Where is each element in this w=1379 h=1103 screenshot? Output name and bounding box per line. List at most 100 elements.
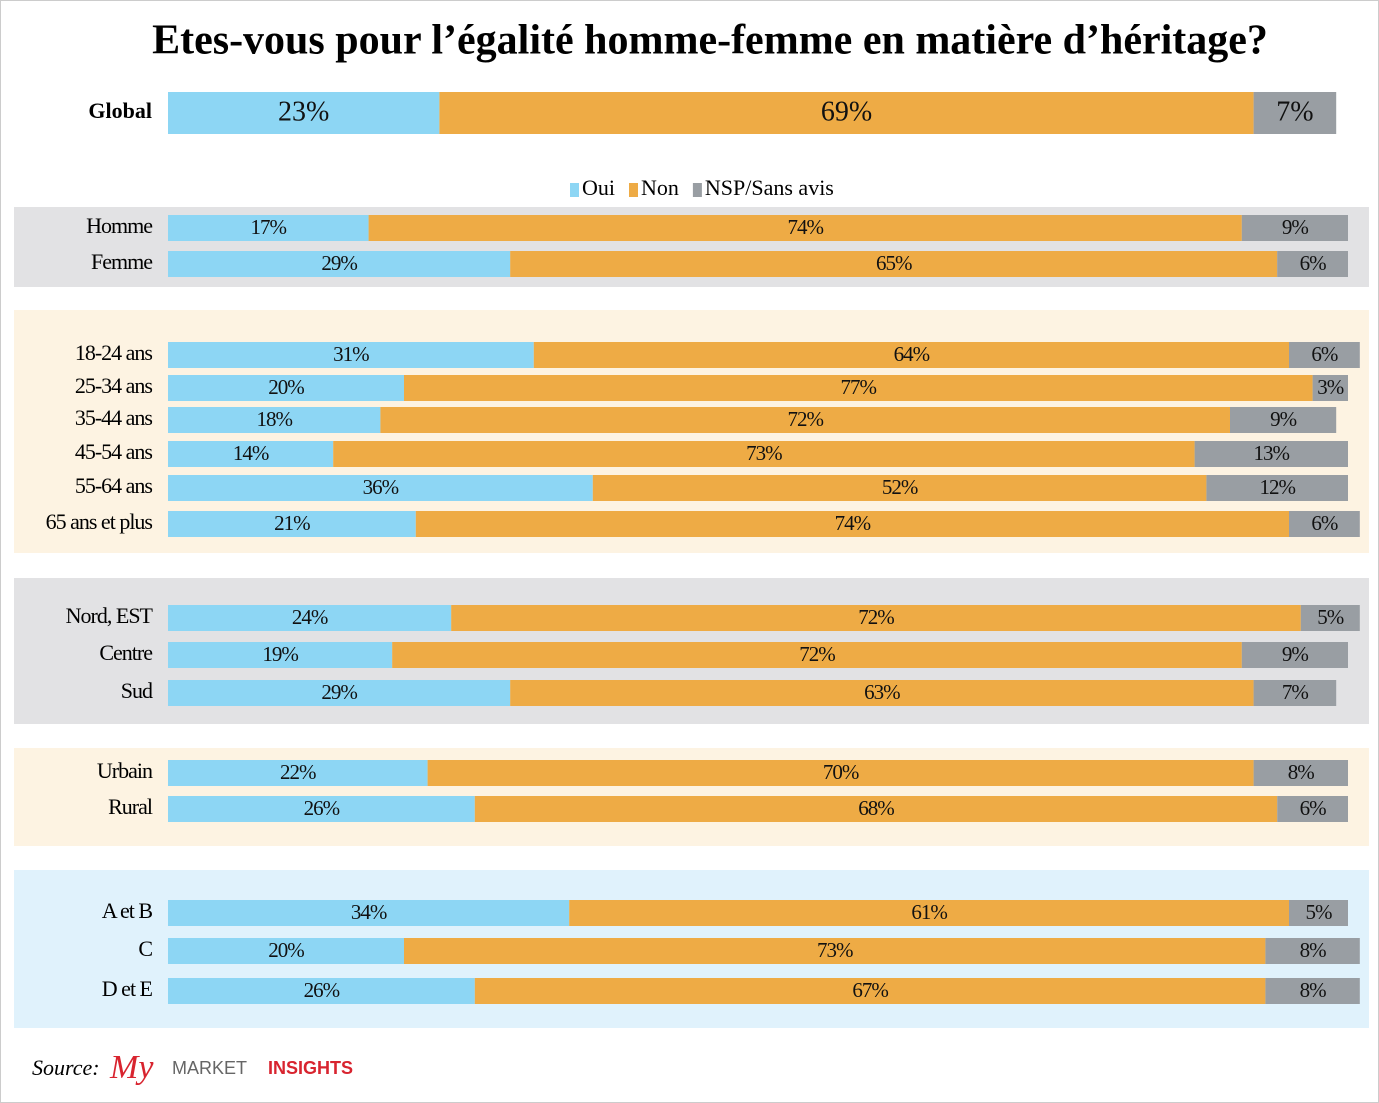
bar-segment <box>427 760 1254 786</box>
value-label: 14% <box>233 441 269 465</box>
bar-segment <box>380 407 1230 433</box>
bar-segment <box>592 475 1207 501</box>
value-label: 72% <box>858 605 894 629</box>
legend-swatch <box>692 183 702 197</box>
bar-segment <box>510 680 1254 706</box>
bar-segment <box>439 92 1254 134</box>
value-label: 5% <box>1306 900 1333 924</box>
value-label: 18% <box>256 407 292 431</box>
value-label: 29% <box>321 680 357 704</box>
bar-segment <box>1241 215 1348 241</box>
value-label: 9% <box>1282 642 1309 666</box>
value-label: 72% <box>799 642 835 666</box>
bar-segment <box>168 475 593 501</box>
bar-segment <box>1300 605 1360 631</box>
category-label: Centre <box>99 640 152 665</box>
category-label: Global <box>88 98 152 123</box>
bar-segment <box>1277 251 1348 277</box>
value-label: 6% <box>1300 251 1327 275</box>
value-label: 72% <box>787 407 823 431</box>
bar-segment <box>168 938 404 964</box>
category-label: C <box>138 936 152 961</box>
bar-segment <box>1312 375 1348 401</box>
category-label: 35-44 ans <box>75 405 153 430</box>
value-label: 77% <box>841 375 877 399</box>
value-label: 26% <box>304 796 340 820</box>
value-label: 63% <box>864 680 900 704</box>
bar-segment <box>168 760 428 786</box>
value-label: 74% <box>787 215 823 239</box>
value-label: 6% <box>1300 796 1327 820</box>
category-label: Homme <box>86 213 152 238</box>
value-label: 20% <box>268 938 304 962</box>
category-label: 55-64 ans <box>75 473 153 498</box>
bar-segment <box>333 441 1195 467</box>
bar-segment <box>1253 680 1337 706</box>
value-label: 22% <box>280 760 316 784</box>
value-label: 9% <box>1282 215 1309 239</box>
bar-segment <box>1277 796 1348 822</box>
legend-label: NSP/Sans avis <box>705 175 834 200</box>
value-label: 8% <box>1288 760 1315 784</box>
bar-segment <box>404 375 1313 401</box>
value-label: 73% <box>746 441 782 465</box>
bar-segment <box>168 407 381 433</box>
bar-segment <box>1230 407 1337 433</box>
bar-segment <box>1289 511 1360 537</box>
value-label: 6% <box>1311 511 1338 535</box>
source-logo: MARKET <box>172 1058 247 1078</box>
value-label: 52% <box>882 475 918 499</box>
bar-segment <box>168 680 511 706</box>
value-label: 70% <box>823 760 859 784</box>
bar-segment <box>1265 938 1360 964</box>
category-label: 18-24 ans <box>75 340 153 365</box>
legend-swatch <box>570 183 579 197</box>
bar-segment <box>368 215 1242 241</box>
value-label: 20% <box>268 375 304 399</box>
category-label: A et B <box>102 898 153 923</box>
value-label: 23% <box>278 96 329 127</box>
category-label: 25-34 ans <box>75 373 153 398</box>
value-label: 9% <box>1270 407 1297 431</box>
bar-segment <box>1289 900 1348 926</box>
legend-swatch <box>629 183 638 197</box>
value-label: 34% <box>351 900 387 924</box>
value-label: 68% <box>858 796 894 820</box>
value-label: 3% <box>1317 375 1344 399</box>
bar-segment <box>168 511 416 537</box>
value-label: 74% <box>835 511 871 535</box>
bar-segment <box>1194 441 1348 467</box>
legend-label: Non <box>641 175 679 200</box>
value-label: 13% <box>1254 441 1290 465</box>
value-label: 64% <box>894 342 930 366</box>
category-label: Rural <box>108 794 153 819</box>
bar-segment <box>510 251 1278 277</box>
source: Source: My MARKET INSIGHTS <box>32 1049 353 1086</box>
bar-segment <box>1289 342 1360 368</box>
value-label: 17% <box>251 215 287 239</box>
value-label: 8% <box>1300 938 1327 962</box>
bar-segment <box>474 796 1278 822</box>
chart-title: Etes-vous pour l’égalité homme-femme en … <box>152 18 1268 64</box>
category-label: D et E <box>102 976 153 1001</box>
bar-segment <box>168 978 475 1004</box>
source-label: Source: <box>32 1055 100 1080</box>
category-label: Sud <box>121 678 153 703</box>
value-label: 26% <box>304 978 340 1002</box>
value-label: 8% <box>1300 978 1327 1002</box>
category-label: Nord, EST <box>66 603 154 628</box>
bar-segment <box>168 92 440 134</box>
value-label: 5% <box>1317 605 1344 629</box>
bar-segment <box>168 605 452 631</box>
value-label: 31% <box>333 342 369 366</box>
bar-segment <box>451 605 1301 631</box>
bar-segment <box>1265 978 1360 1004</box>
bar-segment <box>168 375 404 401</box>
value-label: 73% <box>817 938 853 962</box>
category-label: Urbain <box>97 758 153 783</box>
bar-segment <box>1241 642 1348 668</box>
bar-segment <box>474 978 1266 1004</box>
bar-segment <box>168 900 570 926</box>
bar-segment <box>168 342 534 368</box>
